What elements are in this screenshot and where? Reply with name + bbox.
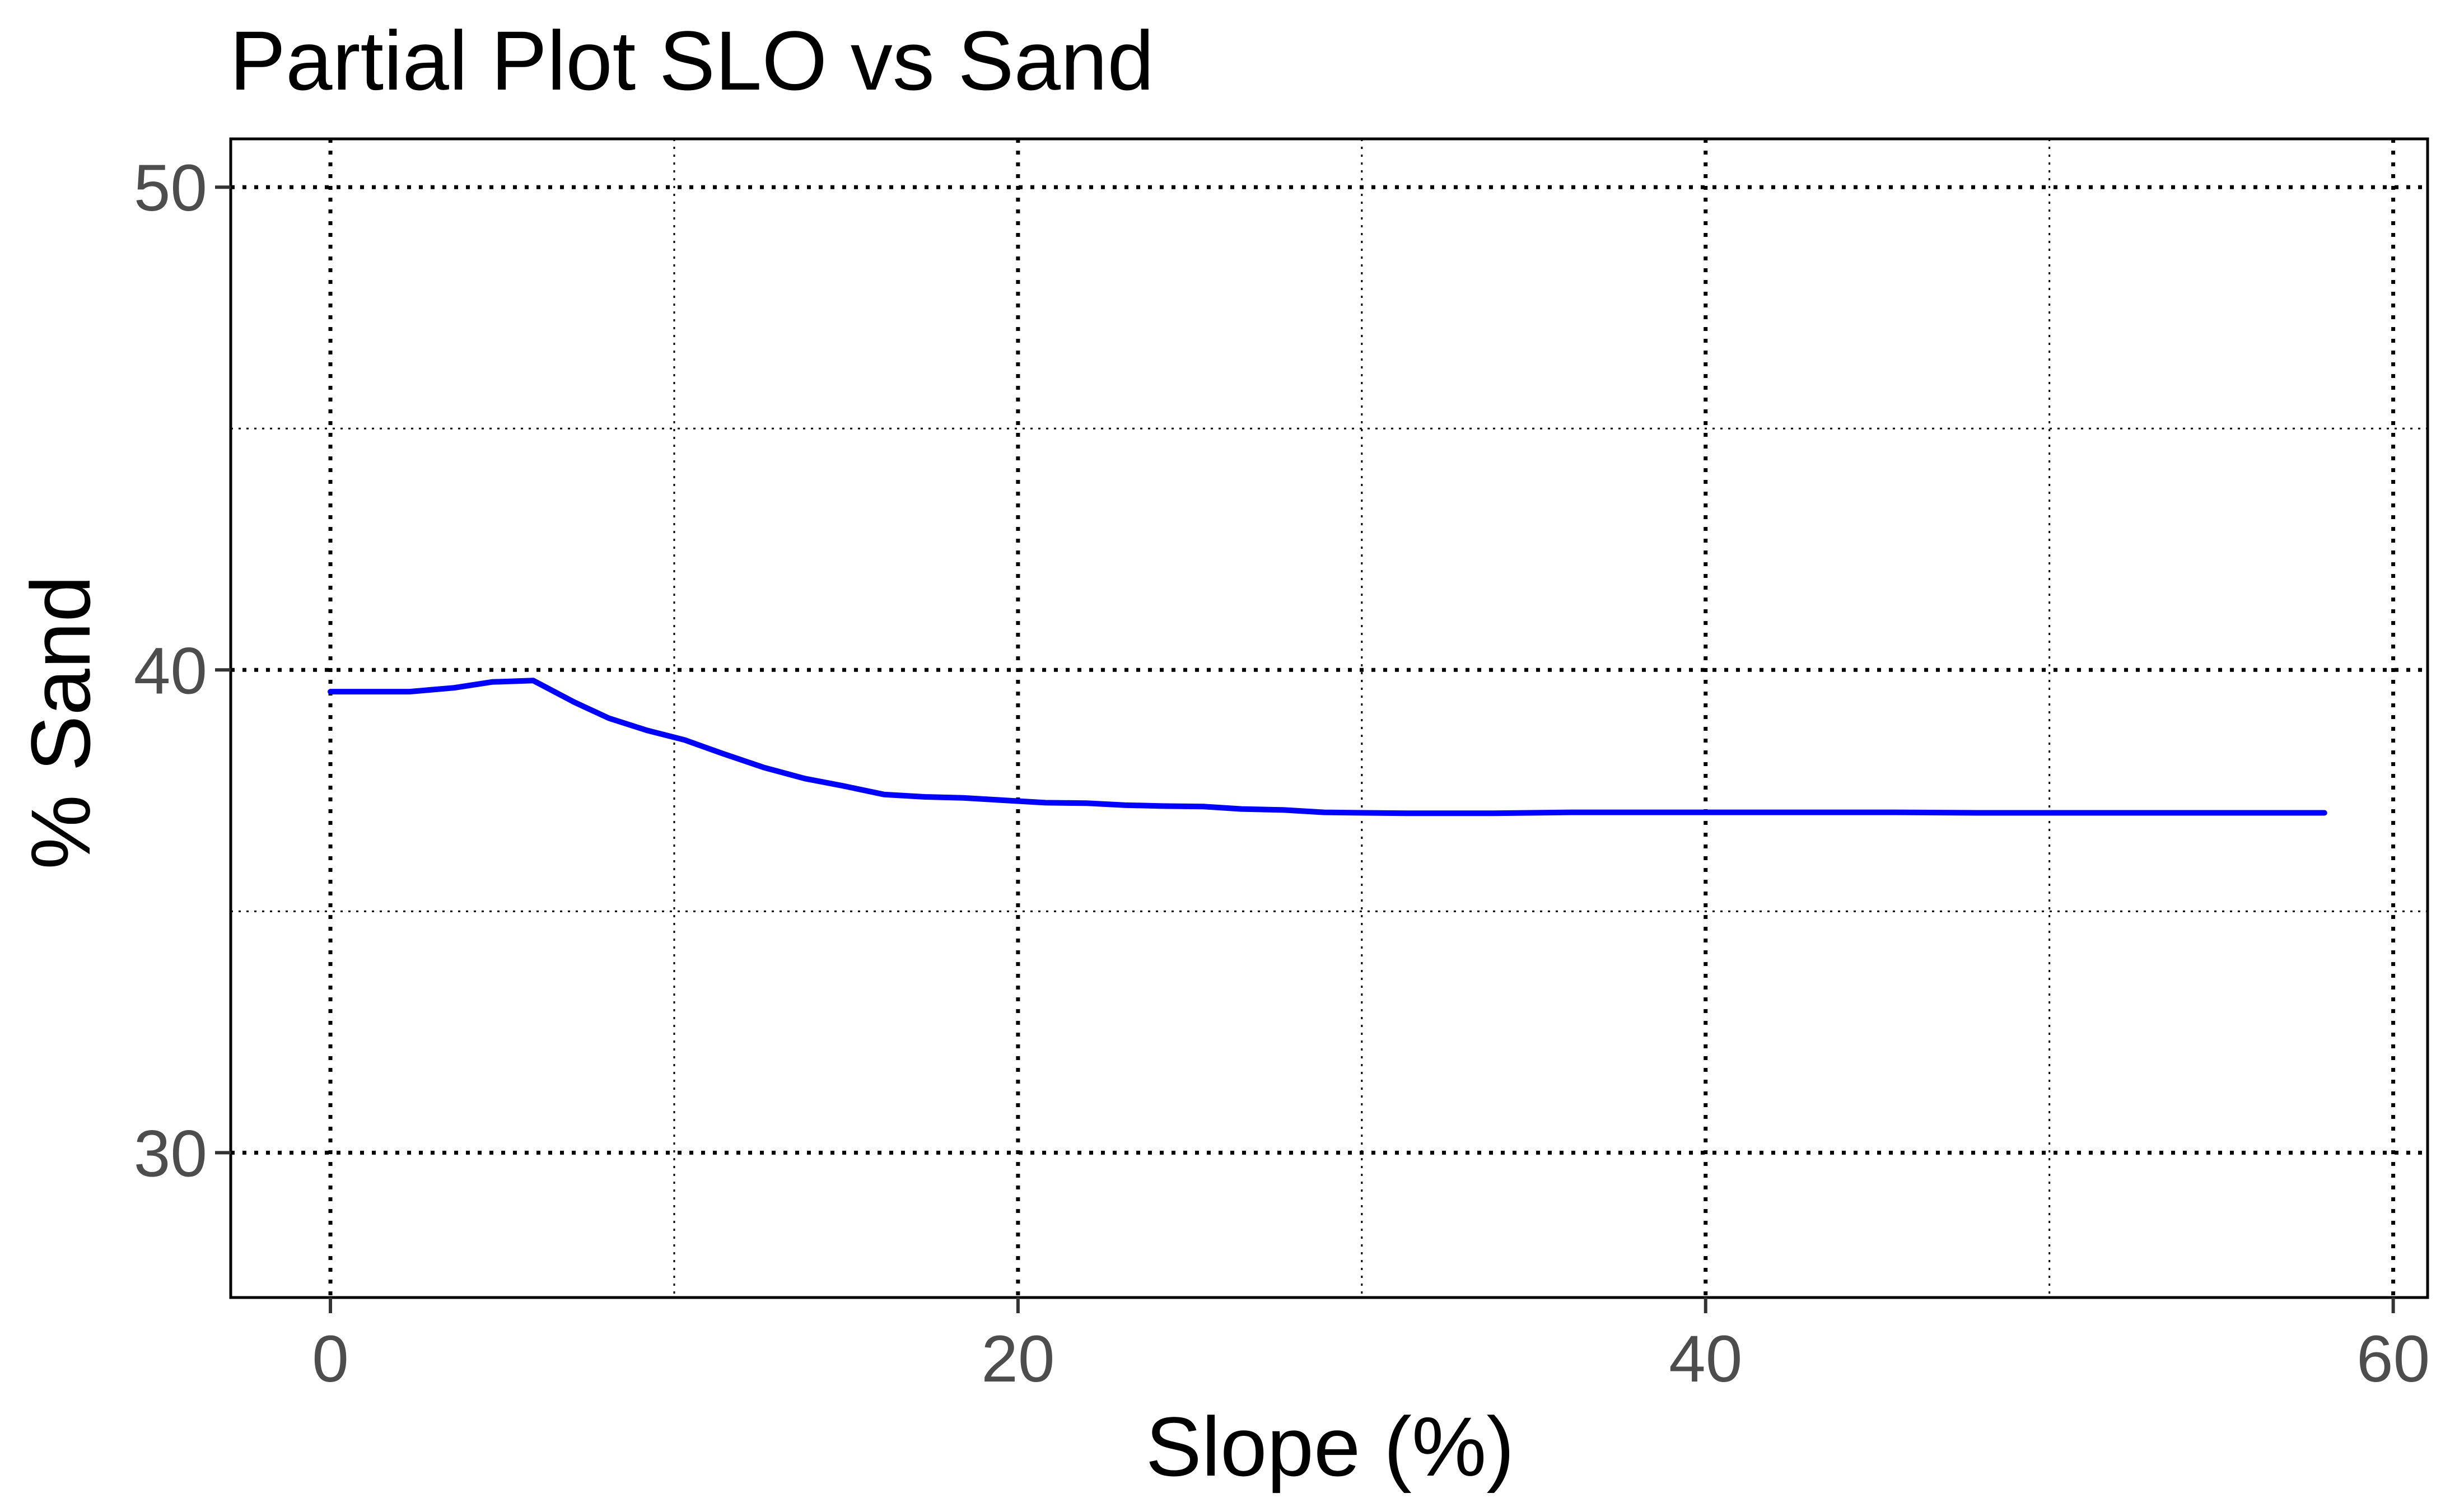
chart-title: Partial Plot SLO vs Sand — [230, 13, 1154, 108]
y-axis: 30 40 50 — [134, 151, 231, 1191]
y-tick-label: 40 — [134, 634, 207, 708]
series-line — [328, 678, 2327, 816]
series-layer — [328, 678, 2327, 816]
plot-panel-border — [229, 137, 2429, 1299]
x-tick-label: 20 — [981, 1322, 1054, 1396]
x-axis-title: Slope (%) — [1146, 1399, 1515, 1494]
y-tick-label: 30 — [134, 1117, 207, 1191]
x-tick-label: 60 — [2356, 1322, 2430, 1396]
y-tick-label: 50 — [134, 151, 207, 225]
y-axis-title: % Sand — [13, 575, 108, 869]
minor-grid — [231, 139, 2428, 1298]
x-tick-label: 40 — [1669, 1322, 1742, 1396]
x-axis: 0 20 40 60 — [312, 1298, 2430, 1396]
x-tick-label: 0 — [312, 1322, 349, 1396]
major-grid — [231, 139, 2428, 1298]
